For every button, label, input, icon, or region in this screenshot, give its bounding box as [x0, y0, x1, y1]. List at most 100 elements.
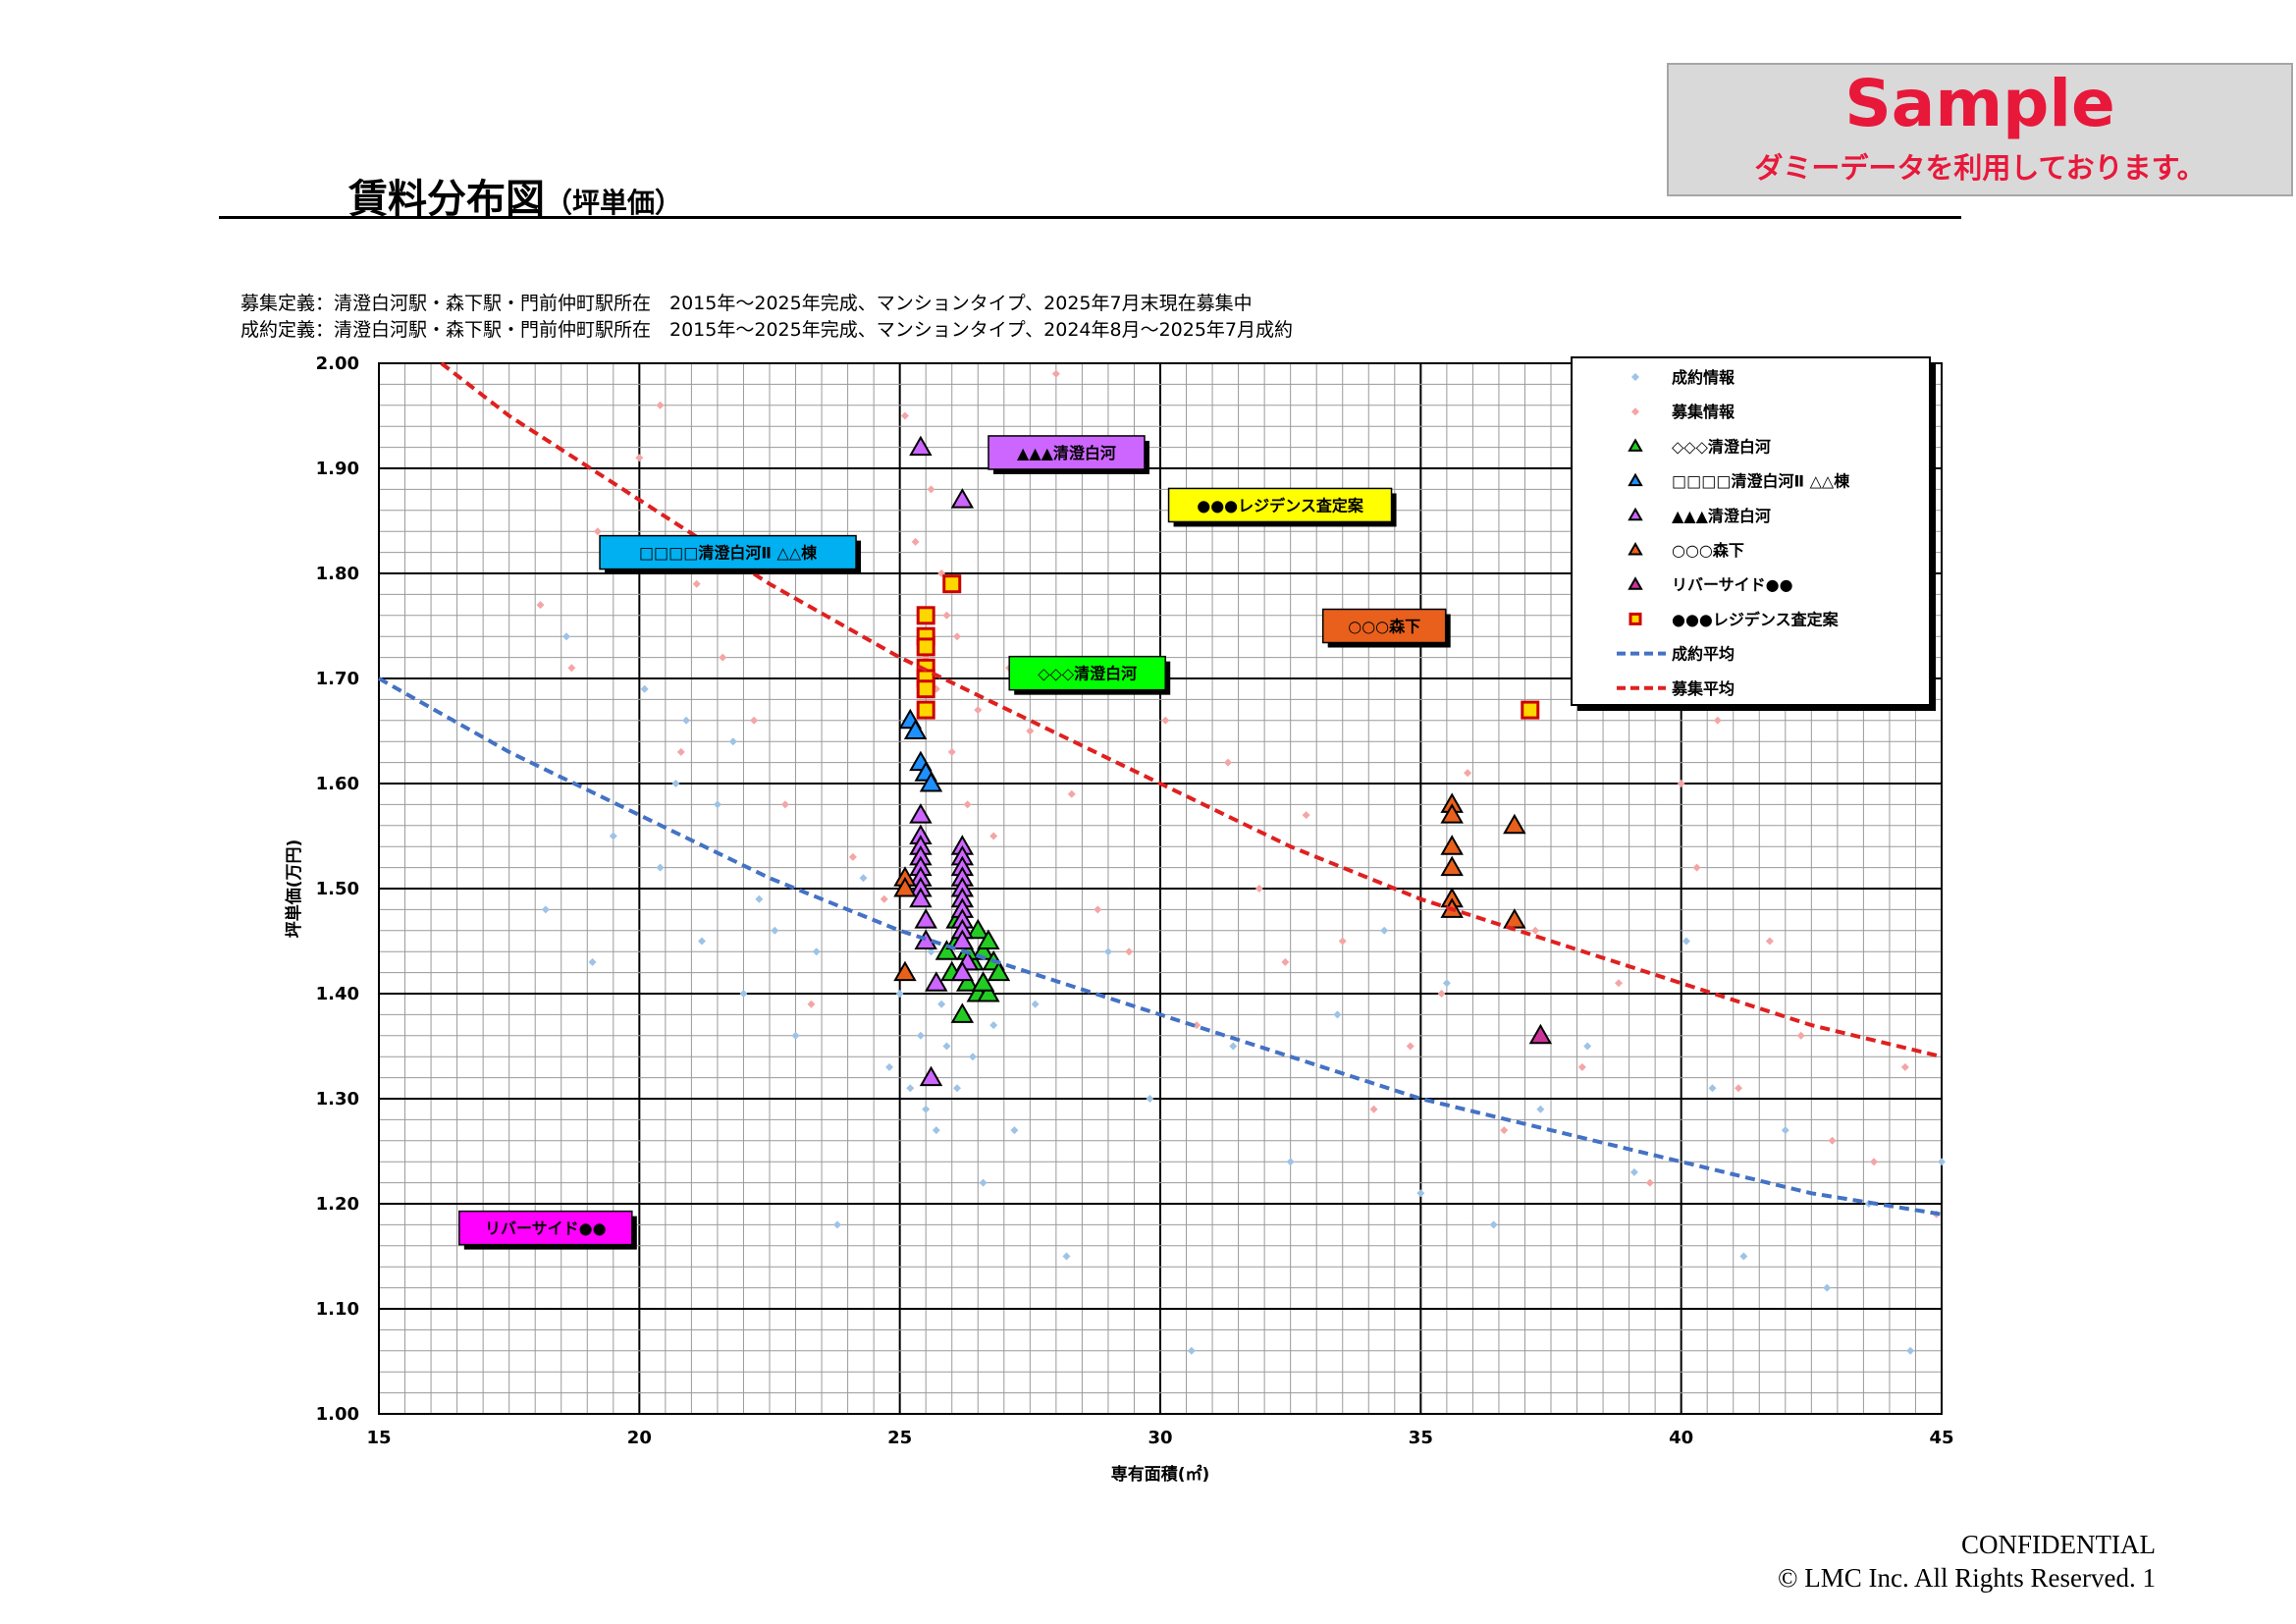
scatter-point	[1187, 1346, 1196, 1355]
scatter-point	[937, 1000, 946, 1008]
scatter-point	[713, 800, 721, 809]
property-marker	[893, 876, 917, 897]
scatter-point	[1692, 863, 1701, 872]
property-marker	[987, 960, 1011, 982]
scatter-point	[536, 601, 545, 610]
callout-text: リバーサイド●●	[485, 1219, 607, 1238]
callout-text: □□□□清澄白河Ⅱ △△棟	[639, 544, 818, 563]
scatter-point	[885, 1062, 894, 1071]
property-marker	[893, 960, 917, 982]
y-tick-label: 2.00	[316, 353, 359, 374]
legend-item: ●●●レジデンス査定案	[1629, 610, 1840, 628]
x-axis-label: 専有面積(㎡)	[1111, 1464, 1210, 1485]
scatter-point	[900, 411, 909, 420]
scatter-point	[728, 737, 737, 746]
scatter-point	[1223, 758, 1232, 767]
scatter-point	[1062, 1252, 1071, 1261]
legend-item: 成約情報	[1631, 368, 1735, 387]
scatter-point	[807, 1000, 816, 1008]
sample-title: Sample	[1844, 66, 2115, 141]
scatter-point	[567, 664, 576, 673]
y-tick-label: 1.50	[316, 879, 359, 899]
scatter-point	[1765, 937, 1774, 946]
legend-marker	[1631, 373, 1639, 381]
callout-box	[599, 534, 857, 570]
property-marker	[950, 1002, 975, 1023]
scatter-point	[640, 684, 649, 693]
callout-text: ●●●レジデンス査定案	[1197, 496, 1364, 514]
scatter-point	[927, 485, 935, 494]
y-tick-label: 1.80	[316, 564, 359, 584]
scatter-point	[911, 537, 920, 546]
callout-text: ◇◇◇清澄白河	[1038, 665, 1137, 683]
legend-marker	[1628, 438, 1643, 452]
legend-marker	[1628, 472, 1643, 487]
property-marker	[950, 929, 975, 949]
scatter-point	[1796, 1031, 1805, 1040]
legend-label: リバーサイド●●	[1672, 575, 1793, 594]
scatter-point	[1735, 1084, 1743, 1093]
scatter-point	[755, 894, 764, 903]
scatter-point	[848, 852, 857, 861]
scatter-point	[1146, 1095, 1154, 1103]
data-definitions: 募集定義：清澄白河駅・森下駅・門前仲町駅所在 2015年～2025年完成、マンシ…	[240, 291, 1293, 344]
x-tick-label: 15	[366, 1428, 391, 1448]
scatter-point	[1338, 937, 1347, 946]
scatter-point	[682, 716, 691, 725]
scatter-point	[1416, 1189, 1425, 1198]
scatter-point	[1067, 789, 1076, 798]
scatter-point	[1031, 1000, 1040, 1008]
scatter-point	[739, 990, 748, 998]
scatter-point	[1583, 1042, 1592, 1051]
property-marker	[919, 771, 943, 792]
legend-marker	[1628, 541, 1643, 556]
scatter-point	[656, 401, 665, 409]
grid-lines	[379, 363, 1942, 1414]
property-marker	[966, 918, 989, 940]
scatter-point	[953, 632, 962, 641]
scatter-point	[989, 832, 998, 840]
scatter-point	[1286, 1158, 1295, 1166]
legend-item: 成約平均	[1617, 645, 1735, 664]
property-marker	[914, 908, 937, 929]
page-title: 賃料分布図（坪単価）	[348, 167, 682, 224]
callout-box	[988, 435, 1146, 470]
scatter-point	[968, 1053, 977, 1061]
y-tick-label: 1.70	[316, 669, 359, 689]
riverside-points	[1528, 1023, 1553, 1045]
scatter-point	[1536, 1105, 1545, 1113]
scatter-point	[1464, 769, 1472, 778]
callout-box	[1008, 655, 1166, 691]
appraisal-marker	[916, 637, 935, 657]
scatter-point	[1094, 905, 1102, 914]
callout-label: ▲▲▲清澄白河	[988, 435, 1149, 474]
scatter-point	[1645, 1178, 1654, 1187]
property-marker	[1440, 803, 1464, 824]
callout-label: ◇◇◇清澄白河	[1008, 655, 1171, 695]
x-tick-label: 20	[627, 1428, 652, 1448]
scatter-point	[916, 1031, 925, 1040]
scatter-point	[812, 947, 821, 956]
scatter-point	[1010, 1126, 1019, 1135]
scatter-point	[1739, 1252, 1748, 1261]
scatter-point	[1103, 947, 1112, 956]
property-marker	[909, 887, 933, 908]
page-footer: CONFIDENTIAL © LMC Inc. All Rights Reser…	[1778, 1528, 2156, 1595]
morishita-points	[893, 792, 1526, 982]
callout-label: ●●●レジデンス査定案	[1167, 487, 1397, 527]
y-tick-label: 1.10	[316, 1299, 359, 1320]
scatter-point	[953, 1084, 962, 1093]
scatter-point	[1255, 885, 1263, 893]
callout-text: ○○○森下	[1348, 618, 1420, 636]
x-tick-label: 30	[1148, 1428, 1172, 1448]
legend-label: ○○○森下	[1672, 541, 1744, 560]
scatter-point	[922, 1105, 931, 1113]
property-marker	[909, 435, 933, 457]
legend-label: ●●●レジデンス査定案	[1672, 610, 1840, 628]
sample-note: ダミーデータを利用しております。	[1754, 151, 2206, 185]
scatter-point	[1677, 780, 1685, 787]
property-marker	[977, 929, 1000, 949]
property-marker	[934, 940, 959, 960]
legend-item: 募集情報	[1631, 403, 1735, 421]
scatter-point	[974, 706, 983, 715]
